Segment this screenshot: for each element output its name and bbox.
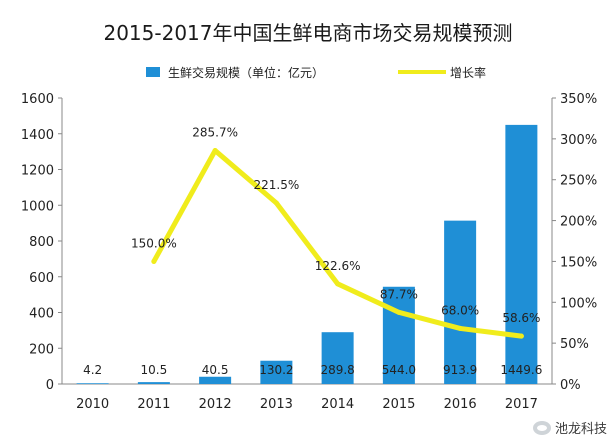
bar-value-label: 10.5 [141,363,168,377]
bar-2012 [199,376,232,384]
bar-value-label: 1449.6 [500,363,542,377]
growth-value-label: 87.7% [380,287,418,301]
y-left-tick-label: 0 [46,378,54,393]
growth-point-2012 [212,148,218,154]
growth-point-2015 [396,309,402,315]
y-right-tick-label: 150% [560,255,597,270]
y-right-tick-label: 350% [560,92,597,107]
growth-point-2013 [273,200,279,206]
line-series [151,148,524,339]
y-left-tick-label: 1600 [21,92,54,107]
watermark-text: 池龙科技 [554,422,607,437]
growth-value-label: 68.0% [441,303,479,317]
legend-bar-swatch [146,67,160,77]
growth-point-2017 [518,333,524,339]
x-tick-label: 2014 [321,397,354,412]
legend-bar-label: 生鲜交易规模（单位：亿元） [168,65,324,80]
bar-value-label: 130.2 [259,363,293,377]
growth-value-label: 285.7% [192,126,238,140]
axes: 0 200 400 600 800 1000 1200 1400 1600 0% 50% 100% 15… [21,92,597,412]
bar-2017 [505,124,538,384]
x-tick-label: 2010 [76,397,109,412]
chart-title: 2015-2017年中国生鲜电商市场交易规模预测 [103,21,512,45]
y-left-tick-label: 1400 [21,128,54,143]
watermark: 池龙科技 [532,418,607,437]
bar-2015 [382,286,415,384]
x-tick-label: 2017 [505,397,538,412]
growth-value-label: 221.5% [253,178,299,192]
bar-2016 [444,220,477,384]
legend: 生鲜交易规模（单位：亿元） 增长率 [146,65,486,80]
y-right-tick-label: 50% [560,337,589,352]
bar-2011 [137,382,170,384]
legend-line-label: 增长率 [450,65,486,80]
x-tick-label: 2012 [199,397,232,412]
growth-point-2016 [457,325,463,331]
y-left-tick-label: 600 [29,271,54,286]
bar-2010 [76,383,109,384]
y-left-tick-label: 1000 [21,199,54,214]
bar-value-label: 4.2 [83,363,102,377]
wechat-logo-icon [532,420,551,435]
y-right-tick-label: 300% [560,133,597,148]
growth-value-label: 122.6% [315,259,361,273]
bar-value-label: 289.8 [320,363,354,377]
y-left-tick-label: 400 [29,307,54,322]
y-left-tick-label: 200 [29,342,54,357]
y-right-tick-label: 100% [560,296,597,311]
growth-point-2014 [335,281,341,287]
bar-series [76,124,538,384]
y-right-tick-label: 0% [560,378,581,393]
y-left-tick-label: 800 [29,235,54,250]
bar-2013 [260,360,293,384]
y-right-tick-label: 250% [560,174,597,189]
x-tick-label: 2011 [137,397,170,412]
bar-value-label: 913.9 [443,363,477,377]
bar-2014 [321,332,354,384]
y-right-tick-label: 200% [560,215,597,230]
bar-value-label: 40.5 [202,363,229,377]
bar-value-label: 544.0 [382,363,416,377]
x-tick-label: 2015 [382,397,415,412]
data-labels: 4.2 10.5 40.5 130.2 289.8 544.0 913.9 1449.6 150… [83,126,542,377]
growth-value-label: 58.6% [502,311,540,325]
y-left-tick-label: 1200 [21,164,54,179]
x-tick-label: 2016 [444,397,477,412]
growth-point-2011 [151,258,157,264]
growth-value-label: 150.0% [131,236,177,250]
x-tick-label: 2013 [260,397,293,412]
